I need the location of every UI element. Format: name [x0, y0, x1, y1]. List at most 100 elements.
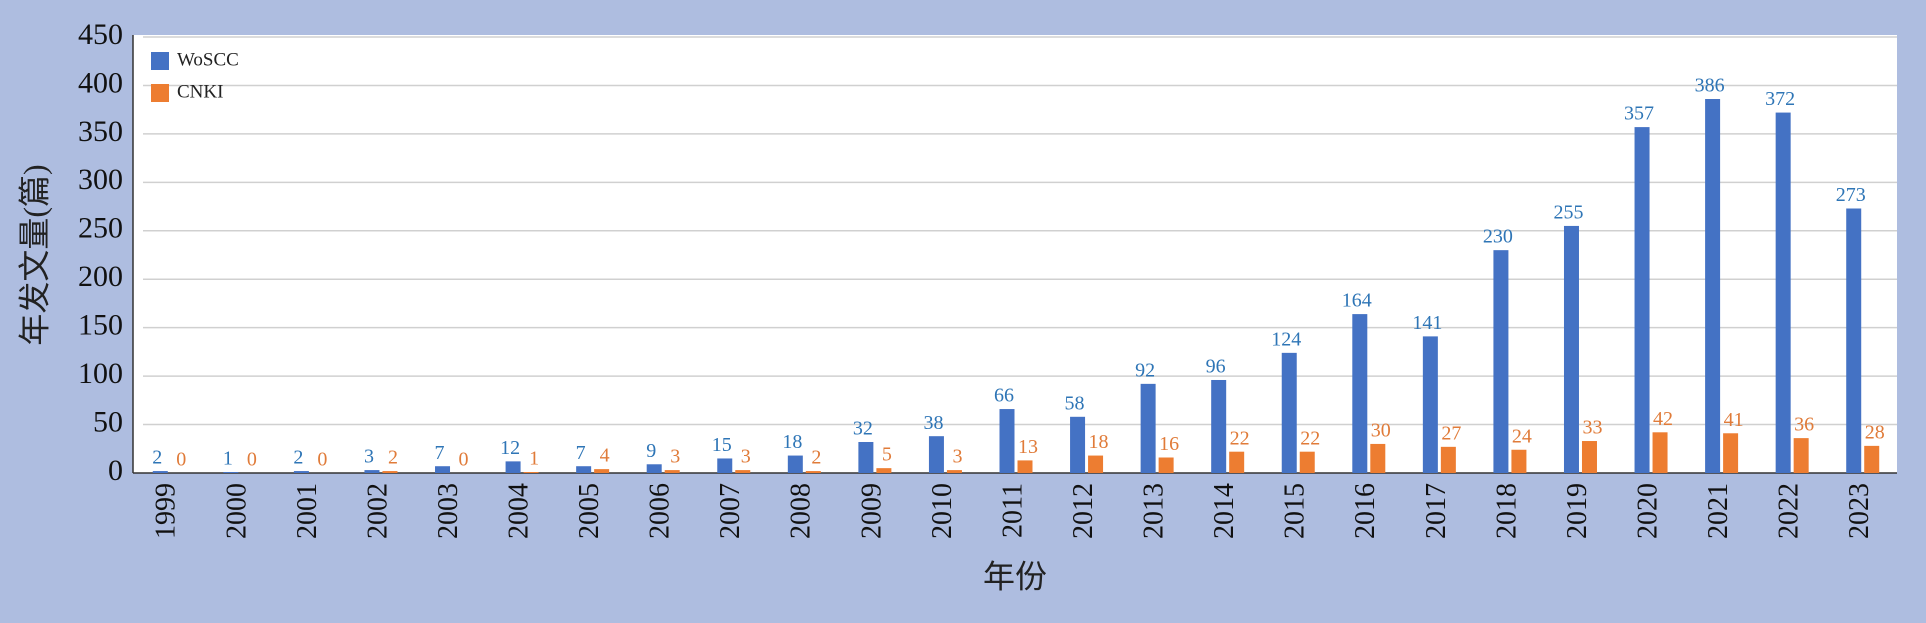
value-label: 3 [670, 446, 680, 468]
x-tick-label: 2013 [1139, 483, 1170, 539]
bar [787, 455, 803, 473]
x-tick-label: 2005 [574, 483, 605, 539]
bar [293, 471, 309, 473]
value-label: 230 [1483, 226, 1513, 248]
bar [223, 472, 239, 473]
x-tick-label: 2003 [433, 483, 464, 539]
value-label: 0 [176, 449, 186, 471]
bar [1864, 445, 1880, 473]
bar [805, 471, 821, 473]
value-label: 3 [741, 446, 751, 468]
bar [1511, 449, 1527, 473]
bar [435, 466, 451, 473]
x-tick-label: 2023 [1844, 483, 1875, 539]
value-label: 3 [952, 446, 962, 468]
value-label: 1 [223, 448, 233, 470]
y-tick-label: 250 [78, 212, 123, 245]
bar [505, 461, 521, 473]
bar [1211, 379, 1227, 473]
y-tick-label: 450 [78, 18, 123, 51]
x-tick-label: 2021 [1703, 483, 1734, 539]
value-label: 7 [576, 442, 586, 464]
value-label: 24 [1512, 425, 1532, 447]
y-tick-label: 150 [78, 309, 123, 342]
value-label: 92 [1135, 359, 1155, 381]
bar [1723, 433, 1739, 473]
value-label: 9 [646, 440, 656, 462]
bar [1070, 416, 1086, 473]
x-tick-label: 2012 [1068, 483, 1099, 539]
y-axis-title: 年发文量(篇) [16, 164, 52, 345]
value-label: 38 [923, 412, 943, 434]
bar [364, 470, 380, 473]
value-label: 4 [600, 445, 610, 467]
value-label: 30 [1371, 420, 1391, 442]
value-label: 2 [152, 447, 162, 469]
value-label: 0 [247, 449, 257, 471]
value-label: 22 [1300, 427, 1320, 449]
value-label: 0 [317, 449, 327, 471]
bar [1705, 99, 1721, 474]
y-tick-label: 100 [78, 357, 123, 390]
value-label: 255 [1553, 202, 1583, 224]
x-tick-label: 2002 [362, 483, 393, 539]
bar [1229, 451, 1245, 473]
x-tick-label: 2011 [997, 483, 1028, 538]
bar [858, 441, 874, 473]
bar [523, 472, 539, 473]
value-label: 273 [1836, 184, 1866, 206]
value-label: 16 [1159, 433, 1179, 455]
bar [1017, 460, 1033, 473]
y-tick-label: 200 [78, 260, 123, 293]
y-tick-label: 0 [108, 454, 123, 487]
value-label: 28 [1865, 421, 1885, 443]
bar [152, 471, 168, 473]
x-tick-label: 2017 [1421, 483, 1452, 539]
value-label: 42 [1653, 408, 1673, 430]
bar [1563, 225, 1579, 473]
value-label: 357 [1624, 103, 1654, 125]
value-label: 0 [459, 449, 469, 471]
value-label: 3 [364, 446, 374, 468]
value-label: 41 [1724, 409, 1744, 431]
x-tick-label: 2019 [1562, 483, 1593, 539]
bar [594, 469, 610, 473]
value-label: 27 [1441, 422, 1461, 444]
legend-swatch [151, 84, 169, 102]
value-label: 372 [1765, 88, 1795, 110]
value-label: 13 [1018, 436, 1038, 458]
x-tick-label: 2004 [504, 483, 535, 539]
y-tick-label: 350 [78, 115, 123, 148]
bar [1088, 455, 1104, 473]
bar [576, 466, 592, 473]
value-label: 2 [811, 447, 821, 469]
bar [735, 470, 751, 473]
bar [1370, 443, 1386, 473]
value-label: 66 [994, 385, 1014, 407]
x-tick-label: 2015 [1280, 483, 1311, 539]
x-tick-label: 2000 [221, 483, 252, 539]
bar [928, 436, 944, 473]
bar [1440, 446, 1456, 473]
x-tick-label: 2007 [715, 483, 746, 539]
bar [646, 464, 662, 473]
x-tick-label: 2001 [292, 483, 323, 539]
value-label: 386 [1695, 75, 1725, 97]
value-label: 32 [853, 418, 873, 440]
value-label: 124 [1271, 328, 1301, 350]
legend-label: CNKI [177, 81, 223, 102]
x-tick-label: 2009 [856, 483, 887, 539]
value-label: 96 [1206, 356, 1226, 378]
value-label: 12 [500, 437, 520, 459]
value-label: 33 [1582, 417, 1602, 439]
bar [946, 470, 962, 473]
value-label: 164 [1342, 290, 1372, 312]
bar [1652, 432, 1668, 473]
value-label: 18 [1089, 431, 1109, 453]
bar [999, 409, 1015, 473]
y-tick-label: 50 [93, 405, 123, 438]
value-label: 2 [388, 447, 398, 469]
value-label: 5 [882, 444, 892, 466]
